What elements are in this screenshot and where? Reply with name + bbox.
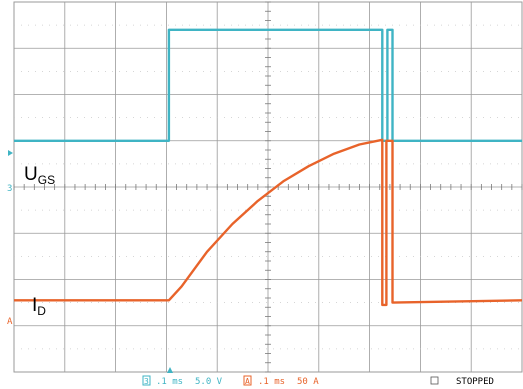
chA-box (243, 375, 252, 386)
ugs-label: UGS (24, 164, 55, 187)
chA-marker-text: A (7, 317, 13, 327)
ch3-box-text: 3 (144, 377, 149, 386)
traces (14, 28, 523, 307)
trigger-level-arrow (8, 150, 13, 156)
status-box-icon (430, 376, 439, 385)
ch3-ground-marker: 3 (7, 184, 12, 194)
status-text: STOPPED (456, 377, 494, 387)
id-trace (14, 138, 523, 307)
id-label: ID (32, 295, 46, 318)
ch3-timebase: .1 ms (156, 377, 183, 387)
id-label-sub: D (37, 304, 46, 318)
ch3-volts: 5.0 V (195, 377, 223, 387)
trigger-position-arrow (167, 367, 173, 373)
chA-ground-marker: A (7, 317, 13, 327)
chA-timebase: .1 ms (258, 377, 285, 387)
ch3-marker-text: 3 (7, 184, 12, 194)
ugs-label-sub: GS (38, 173, 55, 187)
ugs-trace (14, 28, 522, 142)
chA-amps: 50 A (297, 377, 319, 387)
footer-readout: 3 .1 ms 5.0 V A .1 ms 50 A STOPPED (142, 375, 494, 387)
chA-box-text: A (245, 377, 250, 386)
ch3-box (142, 375, 151, 386)
